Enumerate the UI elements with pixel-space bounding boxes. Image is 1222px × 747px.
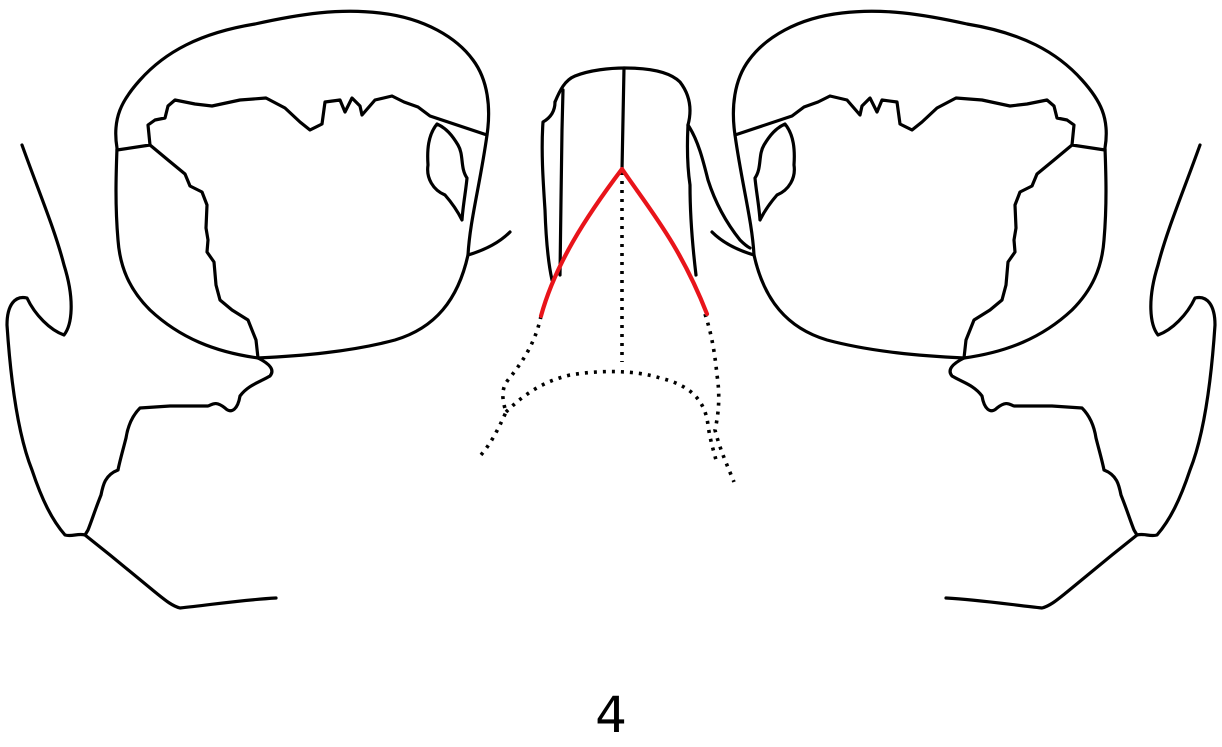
left-nasal-process: [466, 230, 512, 257]
nasal-right-margin: [685, 123, 698, 277]
nasal-left-inner-edge: [558, 88, 565, 277]
nasal-right-process: [686, 123, 752, 250]
internasal-suture: [620, 66, 626, 172]
right-orbit-outline: [731, 9, 1108, 360]
hidden-outlines: [478, 172, 736, 483]
right-side: [710, 9, 1217, 610]
right-orbit-suture: [733, 94, 1107, 152]
right-temporal-line: [1135, 143, 1217, 538]
right-zygomatic-arch: [944, 356, 1139, 610]
nasal-suture-highlight: [538, 166, 710, 319]
nasal-left-margin: [540, 100, 557, 282]
right-nasal-process: [710, 230, 756, 257]
left-lacrimal-region: [426, 122, 469, 222]
left-inner-orbit-margin: [148, 143, 260, 360]
left-dotted-margin: [478, 315, 543, 458]
right-lacrimal-region: [753, 122, 796, 222]
right-dotted-margin: [703, 313, 736, 483]
nasal-bones: [540, 66, 752, 282]
left-orbit-outline: [114, 9, 491, 360]
left-temporal-line: [5, 143, 87, 538]
dotted-arch: [504, 369, 718, 461]
right-inner-orbit-margin: [962, 143, 1074, 360]
figure-label: 4: [595, 686, 627, 744]
left-orbit-suture: [115, 94, 489, 152]
left-side: [5, 9, 512, 610]
left-zygomatic-arch: [83, 356, 278, 610]
